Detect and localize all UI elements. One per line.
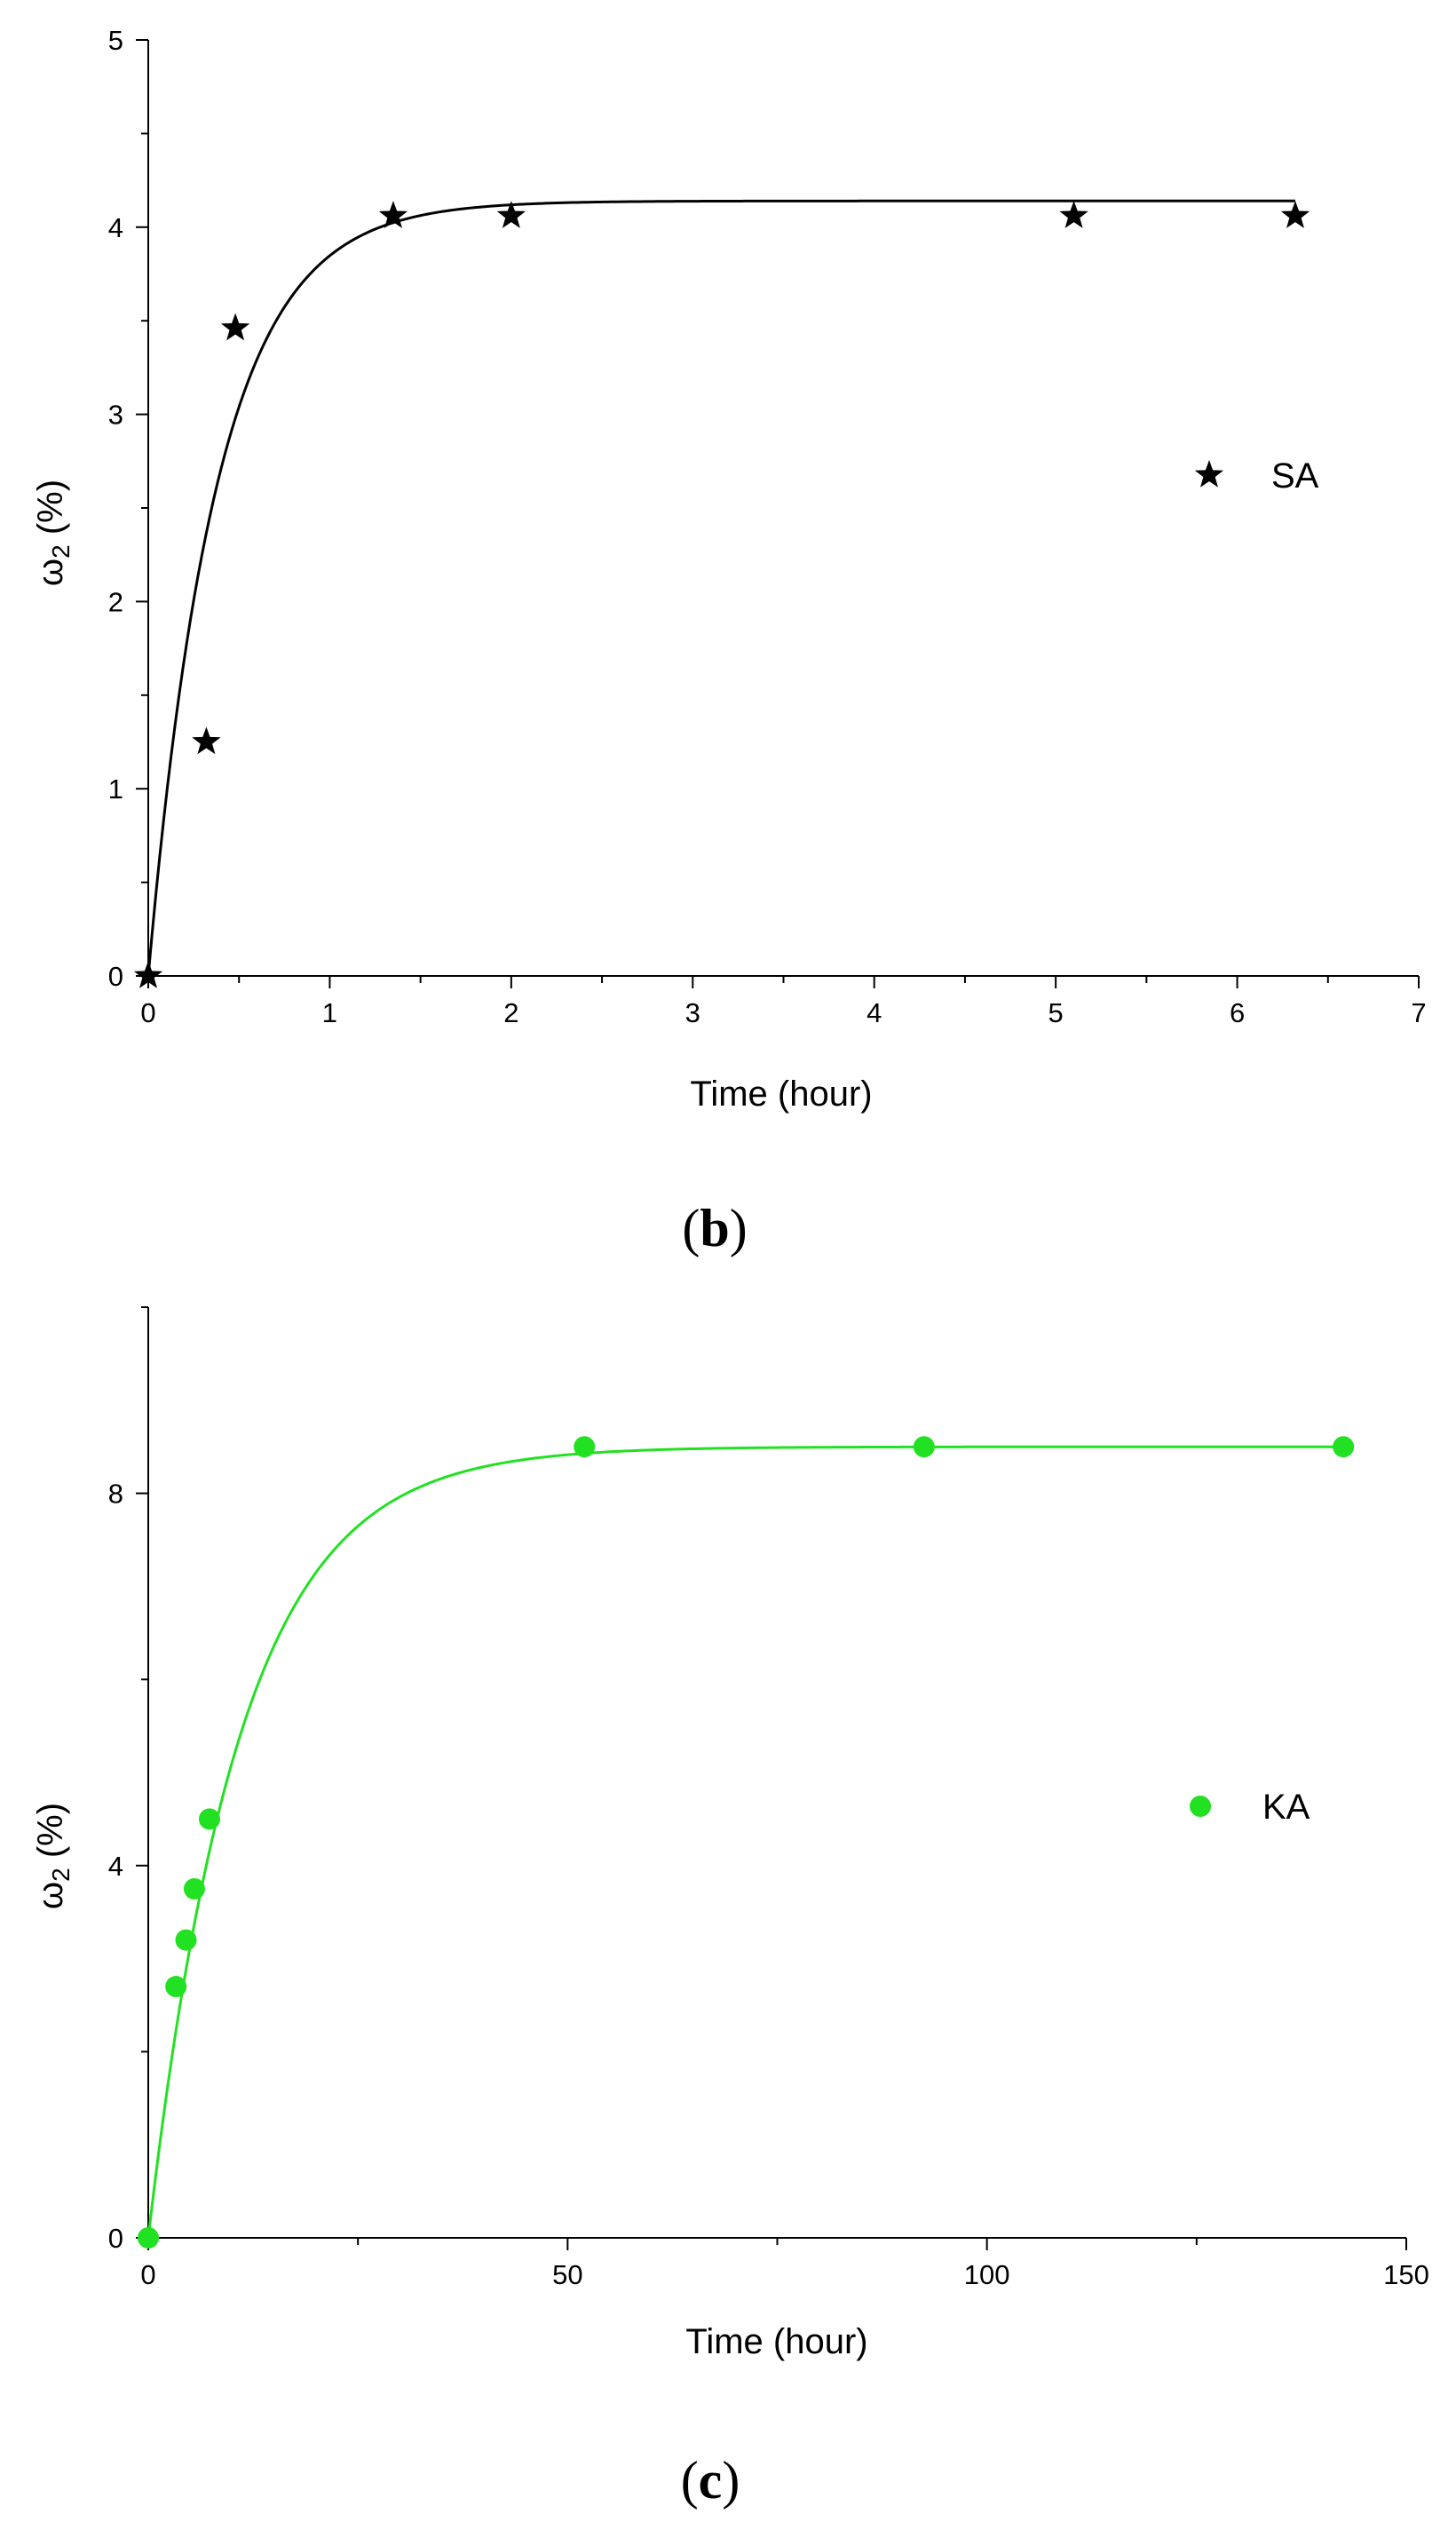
y-axis-title-omega: ω [31,559,70,586]
legend-label: SA [1271,456,1319,496]
data-point [496,201,526,228]
fit-curve-SA [146,199,1295,977]
data-point [913,1436,935,1458]
data-point [165,1976,187,1998]
data-point [175,1929,197,1951]
data-point [378,201,408,228]
plot-layer: 0 1 2 3 4 5 6 7 0 1 2 3 4 5 SA [108,25,1427,1028]
plot-layer: 0 50 100 150 0 4 8 KA [108,1306,1429,2290]
y-axis-title-omega: ω [31,1882,70,1909]
x-tick-label: 0 [140,997,155,1028]
x-tick-label: 4 [866,997,882,1028]
data-point [1059,201,1088,228]
y-axis-title: ω2 (%) [31,1803,75,1909]
x-tick-label: 2 [503,997,518,1028]
y-tick-label: 2 [108,586,123,617]
x-tick-label: 100 [964,2259,1010,2290]
y-tick-label: 4 [108,1851,123,1882]
data-point [138,2227,159,2249]
data-point [574,1436,596,1458]
y-tick-label: 8 [108,1479,123,1510]
x-tick-label: 6 [1230,997,1245,1028]
legend-label: KA [1262,1788,1310,1827]
legend-marker [1194,460,1224,488]
data-point [198,1808,220,1830]
panel-label-c: (c) [681,2451,740,2510]
x-tick-label: 3 [685,997,700,1028]
data-point [220,313,250,341]
y-tick-label: 3 [108,400,123,431]
y-tick-label: 5 [108,25,123,56]
legend-marker [1190,1796,1211,1817]
y-tick-label: 4 [108,212,123,243]
x-tick-label: 5 [1048,997,1064,1028]
y-tick-label: 1 [108,773,123,805]
y-tick-label: 0 [108,961,123,992]
x-axis-title: Time (hour) [685,2322,867,2361]
x-tick-label: 1 [322,997,337,1028]
y-axis-title-unit: (%) [31,480,70,544]
data-point [1280,201,1310,228]
chart-panel-c: 0 50 100 150 0 4 8 KA Time (hour) ω2 (%) (c) [31,1306,1429,2510]
x-tick-label: 0 [140,2259,155,2290]
x-tick-label: 150 [1383,2259,1429,2290]
y-axis-title-unit: (%) [31,1803,70,1868]
y-axis-title: ω2 (%) [31,480,75,586]
y-axis-title-subscript: 2 [47,1868,75,1882]
y-axis-title-subscript: 2 [47,544,75,559]
x-tick-label: 7 [1411,997,1426,1028]
fit-curve-KA [146,1445,1344,2239]
x-axis-title: Time (hour) [690,1075,872,1114]
data-point [183,1878,205,1900]
data-point [192,726,221,755]
x-tick-label: 50 [552,2259,582,2290]
panel-label-b: (b) [682,1199,747,1257]
y-tick-label: 0 [108,2223,123,2254]
data-point [1333,1436,1355,1458]
data-point [133,961,163,988]
